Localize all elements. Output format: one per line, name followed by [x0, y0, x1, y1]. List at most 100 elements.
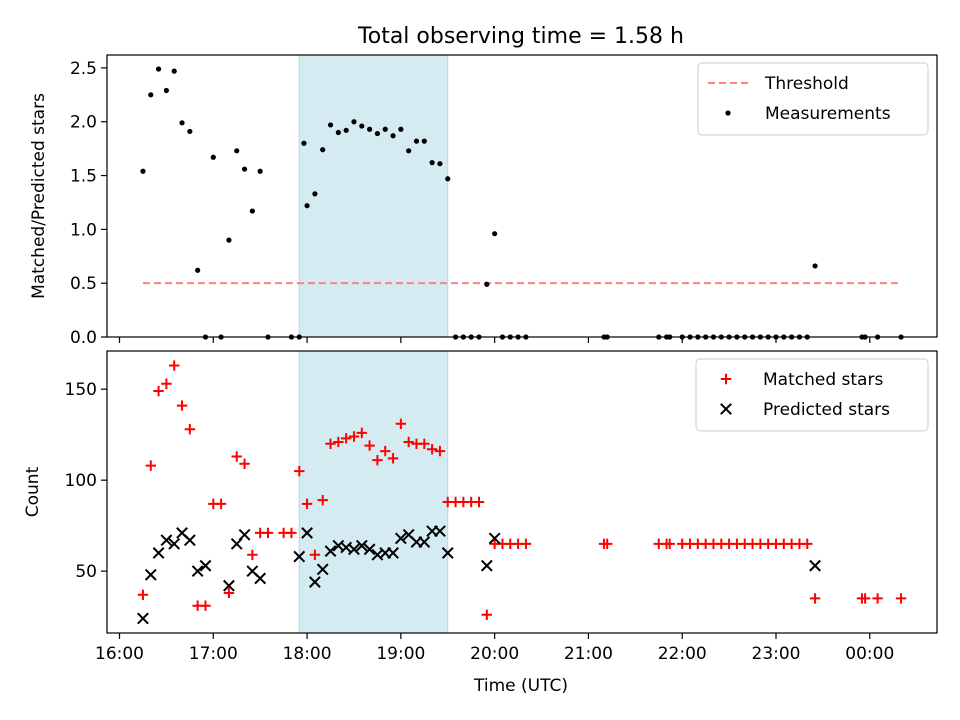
y-tick-label: 0.0	[70, 328, 97, 348]
data-point	[199, 559, 212, 572]
data-point	[809, 559, 821, 572]
data-point	[187, 128, 193, 135]
data-point	[144, 568, 157, 581]
data-point	[179, 120, 185, 126]
data-point	[163, 87, 169, 94]
data-point	[145, 460, 156, 471]
data-point	[137, 589, 149, 600]
data-point	[155, 66, 162, 72]
data-point	[169, 360, 180, 371]
data-point	[241, 166, 248, 172]
data-point	[802, 538, 813, 550]
data-point	[200, 600, 211, 611]
y-tick-label: 1.5	[70, 167, 97, 187]
data-point	[445, 176, 451, 182]
axes-frame	[106, 350, 938, 634]
data-point	[140, 168, 146, 174]
data-point	[872, 593, 883, 604]
data-point	[488, 532, 501, 545]
x-tick-label: 20:00	[470, 644, 519, 664]
data-point	[324, 545, 337, 558]
data-point	[390, 133, 396, 139]
data-point	[403, 436, 414, 448]
chart-title: Total observing time = 1.58 h	[357, 24, 684, 49]
data-point	[247, 549, 258, 560]
data-point	[215, 498, 227, 510]
data-point	[859, 593, 871, 604]
data-point	[293, 550, 306, 563]
x-tick-label: 00:00	[845, 644, 894, 664]
data-point	[484, 281, 490, 287]
data-point	[348, 543, 360, 556]
legend-box	[695, 358, 929, 432]
data-point	[168, 537, 181, 550]
legend-box	[697, 62, 929, 136]
data-point	[441, 547, 454, 559]
x-tick-label: 17:00	[189, 644, 238, 664]
data-point	[601, 538, 613, 550]
y-tick-label: 100	[65, 471, 97, 491]
data-point	[327, 122, 334, 128]
data-point	[492, 231, 498, 237]
legend-label: Matched stars	[763, 370, 883, 390]
legend-marker	[720, 403, 732, 415]
data-point	[317, 494, 328, 506]
data-point	[520, 538, 532, 550]
x-tick-label: 22:00	[658, 644, 707, 664]
data-point	[226, 237, 232, 243]
data-point	[355, 539, 368, 552]
legend-label: Threshold	[764, 74, 849, 94]
data-point	[387, 453, 399, 464]
data-point	[364, 440, 375, 451]
data-point	[356, 427, 367, 439]
x-tick-label: 21:00	[564, 644, 613, 664]
data-point	[304, 203, 310, 209]
data-point	[152, 547, 165, 559]
data-point	[434, 525, 446, 538]
x-tick-label: 18:00	[283, 644, 332, 664]
data-point	[395, 418, 407, 429]
data-point	[286, 527, 297, 539]
data-point	[195, 267, 201, 273]
data-point	[374, 130, 381, 137]
legend-marker	[720, 373, 732, 385]
data-point	[333, 436, 344, 448]
axes-frame	[106, 54, 938, 338]
data-point	[418, 536, 431, 548]
data-point	[210, 154, 216, 160]
data-point	[316, 563, 329, 576]
data-point	[343, 127, 349, 133]
x-axis-label: Time (UTC)	[473, 676, 568, 696]
legend-label: Predicted stars	[763, 400, 890, 420]
data-point	[249, 208, 255, 214]
y-tick-label: 2.0	[70, 113, 97, 133]
data-point	[254, 572, 267, 585]
data-point	[223, 579, 235, 592]
data-point	[473, 496, 485, 508]
data-point	[238, 528, 251, 541]
data-point	[394, 532, 407, 545]
data-point	[239, 458, 250, 469]
data-point	[429, 160, 435, 166]
data-point	[363, 543, 376, 556]
data-point	[421, 138, 427, 144]
observing-span	[298, 54, 449, 338]
observing-span	[298, 350, 449, 634]
y-tick-label: 2.5	[70, 59, 97, 79]
data-point	[308, 576, 321, 588]
data-point	[183, 534, 196, 547]
data-point	[351, 119, 357, 125]
data-point	[231, 451, 242, 462]
data-point	[481, 609, 493, 621]
data-point	[301, 527, 313, 539]
data-point	[434, 445, 446, 457]
y-tick-label: 150	[65, 380, 97, 400]
data-point	[809, 593, 821, 604]
data-point	[301, 140, 307, 146]
bottom-panel: 50 100 150 16:00 17:00 18:00 19:00 20:00 21:00 22…	[23, 350, 938, 664]
data-point	[372, 454, 383, 466]
legend: Matched stars Predicted stars	[695, 358, 929, 432]
x-tick-label: 16:00	[95, 644, 144, 664]
data-point	[309, 549, 321, 560]
